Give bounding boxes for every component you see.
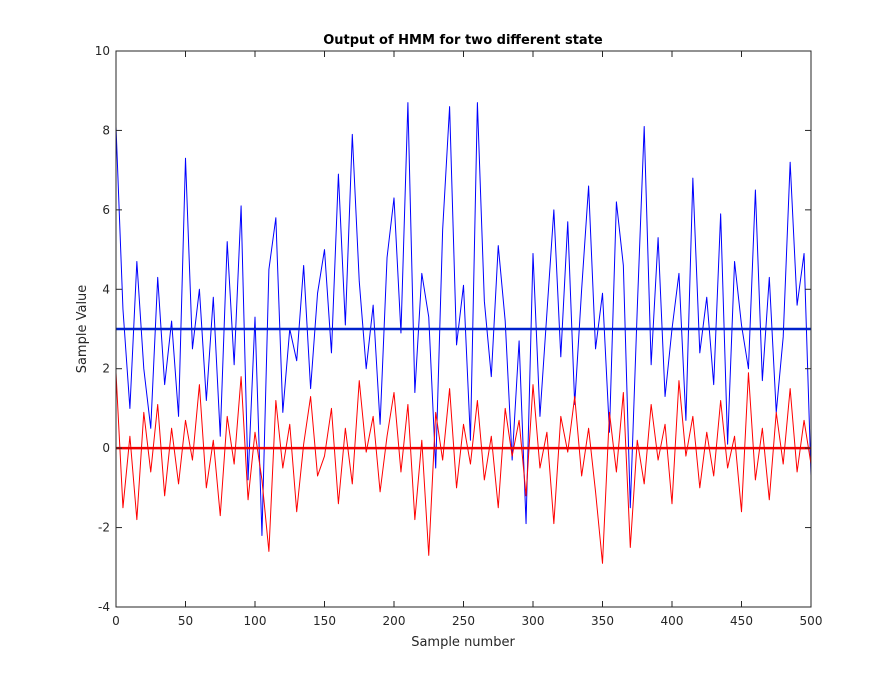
y-tick-label: 0 [102,441,110,455]
x-tick-label: 350 [591,614,614,628]
x-tick-label: 450 [730,614,753,628]
x-tick-label: 0 [112,614,120,628]
y-tick-label: -2 [98,521,110,535]
y-tick-label: -4 [98,600,110,614]
x-tick-label: 100 [244,614,267,628]
y-tick-label: 6 [102,203,110,217]
x-tick-label: 300 [522,614,545,628]
x-tick-label: 500 [800,614,823,628]
x-tick-label: 150 [313,614,336,628]
y-tick-label: 4 [102,282,110,296]
y-tick-label: 2 [102,362,110,376]
x-tick-label: 250 [452,614,475,628]
x-tick-label: 400 [661,614,684,628]
x-tick-label: 50 [178,614,193,628]
chart-title: Output of HMM for two different state [323,33,603,48]
series-line [115,102,812,537]
y-axis-label: Sample Value [75,285,90,374]
y-tick-label: 10 [95,44,110,58]
x-tick-label: 200 [383,614,406,628]
y-tick-label: 8 [102,123,110,137]
x-axis-label: Sample number [411,635,515,650]
